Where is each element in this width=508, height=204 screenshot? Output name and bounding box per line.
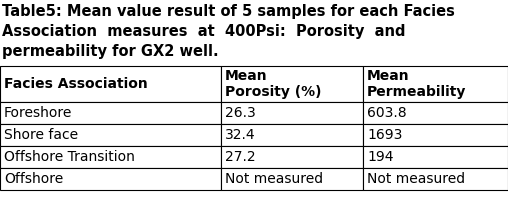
Text: 26.3: 26.3 xyxy=(225,106,256,120)
Bar xyxy=(221,124,363,146)
Bar xyxy=(221,66,363,102)
Bar xyxy=(363,66,508,102)
Text: 1693: 1693 xyxy=(367,128,403,142)
Text: permeability for GX2 well.: permeability for GX2 well. xyxy=(2,44,218,59)
Text: Association  measures  at  400Psi:  Porosity  and: Association measures at 400Psi: Porosity… xyxy=(2,24,405,39)
Text: Foreshore: Foreshore xyxy=(4,106,72,120)
Bar xyxy=(363,146,508,168)
Bar xyxy=(363,124,508,146)
Bar xyxy=(0,168,221,190)
Text: Mean
Porosity (%): Mean Porosity (%) xyxy=(225,69,322,99)
Text: Facies Association: Facies Association xyxy=(4,77,148,91)
Text: Offshore: Offshore xyxy=(4,172,63,186)
Text: Shore face: Shore face xyxy=(4,128,78,142)
Text: Mean
Permeability: Mean Permeability xyxy=(367,69,466,99)
Bar xyxy=(0,146,221,168)
Text: 27.2: 27.2 xyxy=(225,150,256,164)
Text: Offshore Transition: Offshore Transition xyxy=(4,150,135,164)
Bar xyxy=(221,102,363,124)
Text: Not measured: Not measured xyxy=(225,172,323,186)
Bar xyxy=(221,146,363,168)
Bar xyxy=(0,102,221,124)
Text: Not measured: Not measured xyxy=(367,172,465,186)
Bar xyxy=(221,168,363,190)
Bar xyxy=(363,168,508,190)
Text: 32.4: 32.4 xyxy=(225,128,256,142)
Bar xyxy=(363,102,508,124)
Bar xyxy=(0,124,221,146)
Bar xyxy=(0,66,221,102)
Text: 603.8: 603.8 xyxy=(367,106,407,120)
Text: 194: 194 xyxy=(367,150,394,164)
Text: Table5: Mean value result of 5 samples for each Facies: Table5: Mean value result of 5 samples f… xyxy=(2,4,455,19)
